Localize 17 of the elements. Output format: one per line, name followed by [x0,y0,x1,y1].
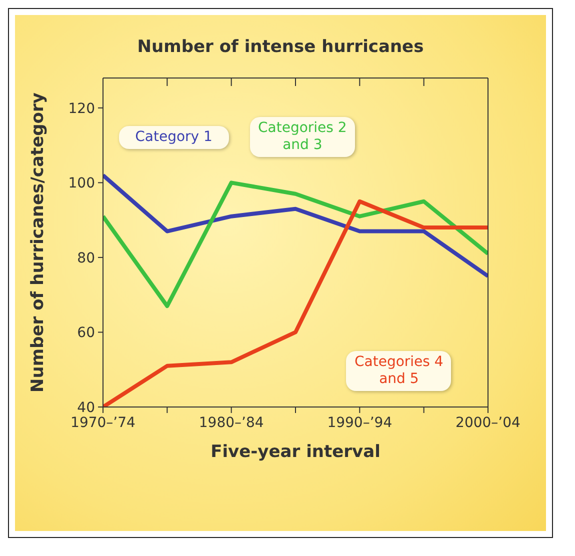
text: Category 1 [118,126,229,150]
y-tick-label: 120 [68,100,95,117]
x-axis-title: Five-year interval [210,442,380,462]
text: Categories 4 and 5 [346,350,452,391]
x-tick-label: 1970–’74 [70,414,136,431]
x-tick-label: 1980–’84 [198,414,264,431]
text: Categories 2 and 3 [250,117,355,158]
x-tick-label: 2000–’04 [456,414,521,431]
y-tick-label: 60 [77,325,95,342]
y-tick-label: 40 [77,400,95,416]
chart-title: Number of intense hurricanes [136,36,425,57]
y-tick-label: 100 [68,176,95,192]
y-axis-title: Number of hurricanes/category [28,92,48,392]
y-tick-label: 80 [77,250,95,266]
line-series [103,180,488,308]
x-tick-label: 1990–’94 [327,414,392,431]
line-series [103,173,488,278]
